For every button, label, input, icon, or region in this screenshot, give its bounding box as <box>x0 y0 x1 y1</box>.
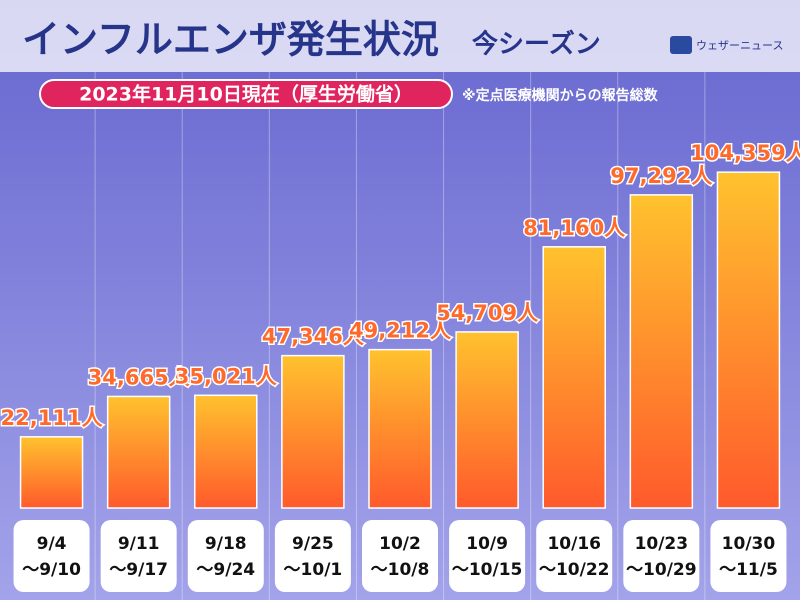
chart-title: インフルエンザ発生状況 <box>22 18 439 62</box>
x-tick-label: 〜10/15 <box>452 560 523 580</box>
bar <box>368 348 432 509</box>
x-tick-label: 〜11/5 <box>719 560 778 580</box>
category-box <box>100 520 177 592</box>
value-label: 54,709人 <box>436 301 538 325</box>
bar <box>281 354 345 509</box>
bar <box>542 246 606 509</box>
date-banner <box>39 79 453 109</box>
x-tick-label: 9/25 <box>292 534 334 554</box>
category-box <box>187 520 264 592</box>
category-box <box>710 520 787 592</box>
value-label: 34,665人 <box>88 365 190 389</box>
grid <box>94 72 706 600</box>
chart-subtitle: 今シーズン <box>472 29 601 60</box>
x-tick-label: 〜9/17 <box>109 560 168 580</box>
x-tick-label: 〜10/8 <box>371 560 430 580</box>
category-box <box>274 520 351 592</box>
bar <box>19 436 84 509</box>
bar <box>106 395 171 509</box>
x-tick-label: 10/16 <box>547 534 601 554</box>
category-box <box>449 520 526 592</box>
bar <box>629 194 694 509</box>
value-label: 104,359人 <box>690 141 800 165</box>
value-label: 22,111人 <box>1 406 103 430</box>
value-label: 35,021人 <box>175 364 277 388</box>
bar <box>455 331 519 509</box>
x-tick-label: 10/9 <box>466 534 508 554</box>
category-box <box>13 520 90 592</box>
x-tick-label: 〜10/29 <box>626 560 697 580</box>
category-box <box>536 520 613 592</box>
x-tick-label: 〜10/1 <box>284 560 343 580</box>
brand: ウェザーニュース <box>696 39 783 52</box>
x-tick-label: 10/23 <box>635 534 689 554</box>
x-tick-label: 〜9/10 <box>22 560 81 580</box>
value-label: 81,160人 <box>523 216 625 240</box>
header-band <box>0 0 800 72</box>
bar <box>716 171 781 509</box>
x-tick-label: 10/2 <box>379 534 421 554</box>
x-tick-label: 〜9/24 <box>196 560 255 580</box>
value-label: 49,212人 <box>349 319 451 343</box>
x-tick-label: 〜10/22 <box>539 560 610 580</box>
x-tick-label: 10/30 <box>722 534 776 554</box>
category-box <box>623 520 700 592</box>
value-label: 97,292人 <box>610 164 712 188</box>
bar <box>194 394 258 509</box>
x-tick-label: 9/18 <box>205 534 247 554</box>
category-box <box>362 520 438 592</box>
x-tick-label: 9/11 <box>118 534 160 554</box>
value-label: 47,346人 <box>262 325 364 349</box>
x-tick-label: 9/4 <box>37 534 67 554</box>
brand-icon <box>670 36 692 54</box>
date-banner-text: 2023年11月10日現在（厚生労働省） <box>79 83 413 106</box>
note: ※定点医療機関からの報告総数 <box>462 87 659 104</box>
